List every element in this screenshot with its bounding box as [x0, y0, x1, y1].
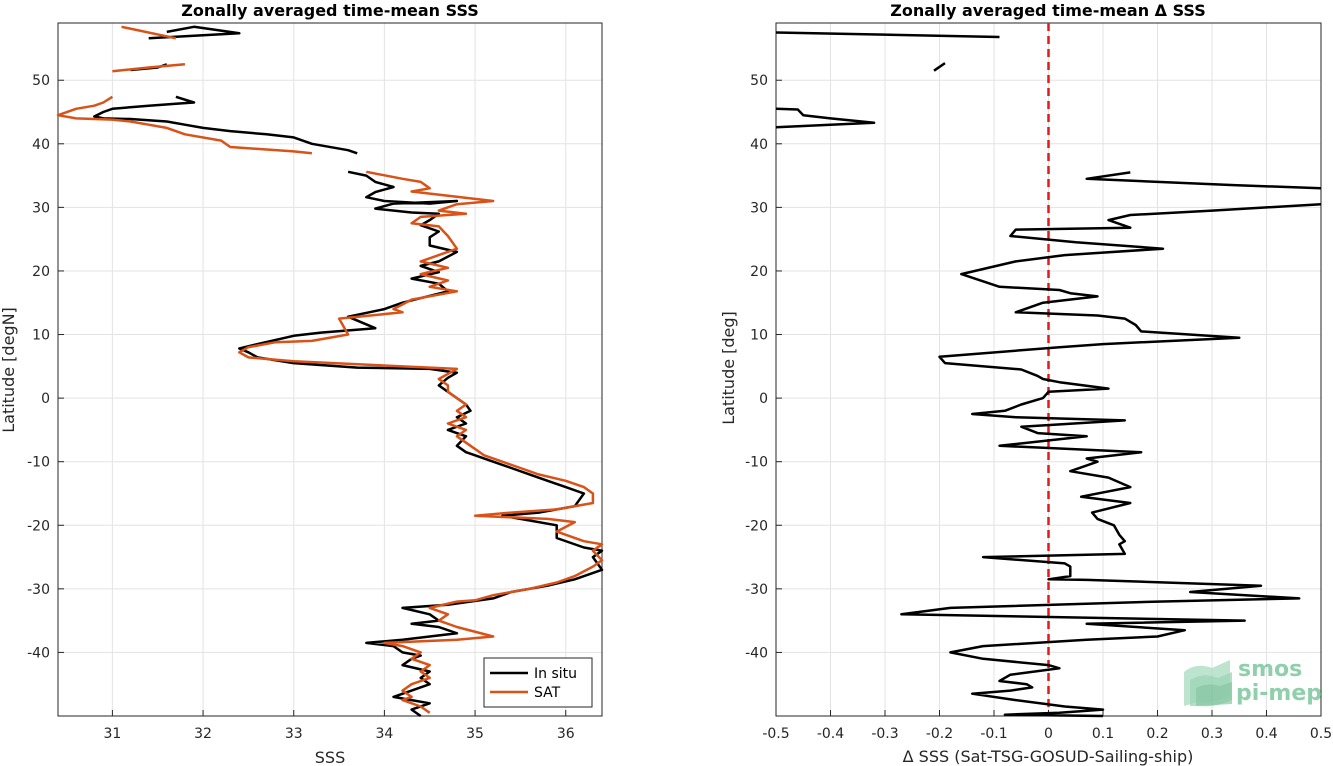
x-tick-label: -0.1	[980, 726, 1007, 742]
y-tick-label: 20	[32, 264, 50, 280]
x-tick-label: 0.1	[1092, 726, 1114, 742]
y-tick-label: 0	[41, 391, 50, 407]
left-y-axis-label: Latitude [degN]	[0, 307, 18, 433]
y-tick-label: 50	[750, 73, 768, 89]
left-series-0-line	[148, 25, 241, 40]
y-tick-label: 10	[750, 328, 768, 344]
y-tick-label: 40	[750, 137, 768, 153]
y-tick-label: 20	[750, 264, 768, 280]
x-tick-label: -0.2	[926, 726, 953, 742]
legend-label-sat: SAT	[534, 685, 561, 701]
logo-text-smos: smos	[1238, 657, 1302, 682]
right-series-0-line	[775, 31, 1000, 39]
x-tick-label: 0	[1044, 726, 1053, 742]
left-series-1-line	[112, 63, 186, 73]
y-tick-label: 30	[32, 200, 50, 216]
left-grid	[58, 23, 602, 716]
y-tick-label: -10	[745, 455, 768, 471]
left-series-1-line	[121, 25, 177, 40]
x-tick-label: 33	[285, 726, 303, 742]
y-tick-label: -20	[745, 518, 768, 534]
x-tick-label: 0.5	[1310, 726, 1332, 742]
x-tick-label: -0.3	[871, 726, 898, 742]
right-chart-title: Zonally averaged time-mean Δ SSS	[890, 1, 1206, 20]
x-tick-label: 31	[103, 726, 121, 742]
left-x-axis-label: SSS	[315, 748, 345, 766]
y-tick-label: 0	[759, 391, 768, 407]
x-tick-label: 32	[194, 726, 212, 742]
left-series-0-line	[93, 95, 358, 155]
logo-wave-icon	[1184, 660, 1232, 707]
y-tick-label: 50	[32, 73, 50, 89]
legend-label-in-situ: In situ	[534, 666, 577, 682]
smos-pi-mep-logo: smos pi-mep	[1184, 657, 1322, 707]
x-tick-label: 34	[375, 726, 393, 742]
x-tick-label: -0.5	[762, 726, 789, 742]
legend-box	[483, 657, 593, 708]
x-tick-label: 0.4	[1255, 726, 1277, 742]
y-tick-label: -10	[27, 455, 50, 471]
y-tick-label: 30	[750, 200, 768, 216]
right-series-0-line	[775, 107, 876, 129]
x-tick-label: 0.3	[1201, 726, 1223, 742]
right-series-0-line	[900, 202, 1322, 718]
x-tick-label: 35	[466, 726, 484, 742]
right-series-lines	[775, 31, 1322, 718]
y-tick-label: -30	[745, 582, 768, 598]
x-tick-label: -0.4	[817, 726, 844, 742]
right-x-axis-label: Δ SSS (Sat-TSG-GOSUD-Sailing-ship)	[903, 747, 1194, 766]
right-series-0-line	[933, 62, 946, 72]
left-series-1-line	[238, 170, 604, 714]
left-tick-labels: 31 32 33 34 35 36 50 40 30 20 10 0 -10 -20 -30 -40	[27, 73, 575, 742]
y-tick-label: -40	[745, 645, 768, 661]
y-tick-label: -40	[27, 645, 50, 661]
x-tick-label: 36	[557, 726, 575, 742]
left-axes-frame	[57, 22, 603, 717]
y-tick-label: 10	[32, 328, 50, 344]
left-series-1-line	[56, 95, 313, 155]
left-series-0-line	[238, 170, 604, 718]
right-y-axis-label: Latitude [deg]	[719, 311, 738, 425]
left-chart-title: Zonally averaged time-mean SSS	[181, 1, 479, 20]
right-panel: Zonally averaged time-mean Δ SSS -0.5 -0.…	[719, 1, 1332, 766]
y-tick-label: -30	[27, 582, 50, 598]
logo-text-pi-mep: pi-mep	[1236, 681, 1322, 706]
right-series-0-line	[1085, 171, 1322, 190]
legend: In situ SAT	[483, 657, 593, 708]
y-tick-label: 40	[32, 137, 50, 153]
y-tick-label: -20	[27, 518, 50, 534]
left-panel: Zonally averaged time-mean SSS 31 32 33 34 3…	[0, 1, 604, 766]
right-tick-labels: -0.5 -0.4 -0.3 -0.2 -0.1 0 0.1 0.2 0.3 0.4 0.5 50 40…	[745, 73, 1332, 742]
left-series-lines	[56, 25, 604, 718]
x-tick-label: 0.2	[1146, 726, 1168, 742]
